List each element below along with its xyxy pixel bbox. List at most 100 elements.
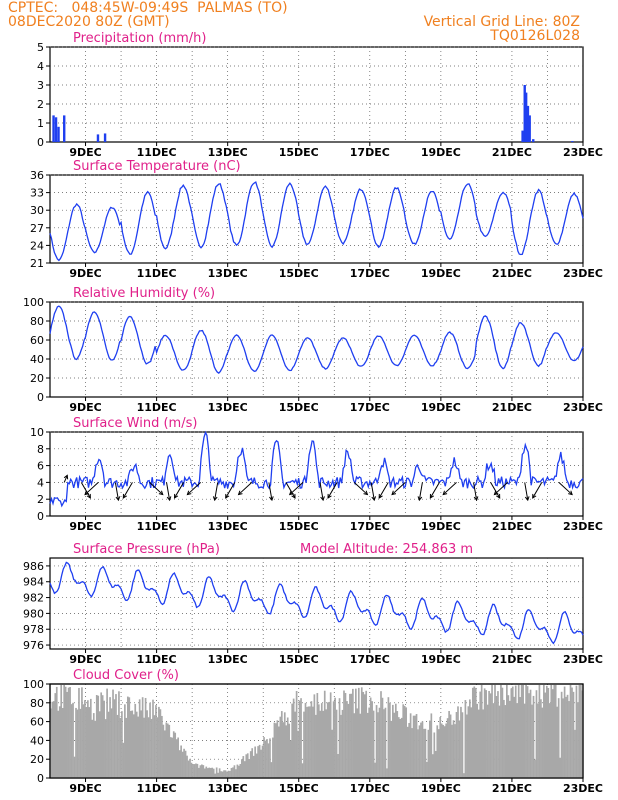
cloud-bar	[449, 714, 452, 778]
wind-ytick-label: 4	[37, 476, 44, 489]
cloud-bar	[58, 706, 61, 778]
wind-arrow	[378, 482, 389, 499]
wind-arrowhead	[417, 496, 423, 502]
wind-arrow	[149, 482, 164, 495]
cloud-bar	[403, 705, 406, 778]
cloud-bar	[392, 704, 394, 778]
cloud-bar	[369, 697, 372, 778]
cloud-xtick-label: 19DEC	[421, 782, 461, 795]
cloud-bar	[260, 749, 262, 778]
cloud-bar	[460, 706, 462, 778]
cloud-bar	[288, 723, 291, 778]
cloud-bar	[146, 710, 148, 778]
wind-arrowhead	[391, 490, 397, 496]
cloud-bar	[538, 684, 541, 778]
cloud-bar	[84, 700, 86, 778]
rh-xtick-label: 13DEC	[208, 401, 248, 414]
wind-arrowhead	[532, 493, 537, 499]
cloud-bar	[85, 706, 88, 778]
cloud-bar	[387, 697, 390, 778]
cloud-bar	[332, 701, 335, 778]
precip-xtick-label: 9DEC	[69, 146, 101, 159]
wind-line	[49, 430, 584, 508]
wind-arrowhead	[115, 496, 121, 502]
cloud-bar	[129, 710, 132, 778]
cloud-bar	[519, 697, 522, 778]
cloud-bar	[501, 687, 504, 778]
cloud-bar	[78, 687, 80, 778]
cloud-bar	[202, 765, 205, 778]
pressure-line	[49, 561, 584, 645]
cloud-bar	[545, 685, 548, 778]
cloud-bar	[344, 692, 347, 778]
cloud-bar	[89, 698, 92, 778]
cloud-bar	[414, 715, 416, 778]
wind-arrowhead	[442, 490, 448, 496]
cloud-bar	[320, 703, 323, 778]
pres-ytick-label: 984	[23, 576, 44, 589]
cloud-bar	[51, 701, 54, 778]
cloud-bar	[300, 698, 302, 778]
wind-arrow	[370, 482, 375, 501]
cloud-bar	[57, 710, 60, 778]
wind-arrow	[225, 482, 236, 499]
cloud-bar	[267, 743, 270, 778]
wind-arrow	[289, 482, 304, 495]
cloud-bar	[335, 709, 338, 778]
cloud-bar	[313, 694, 316, 778]
cloud-bar	[121, 711, 123, 778]
cloud-bar	[63, 684, 66, 778]
cloud-bar	[497, 691, 499, 778]
cloud-bar	[543, 684, 545, 778]
cloud-bar	[577, 702, 579, 778]
cloud-bar	[440, 723, 443, 778]
cloud-bar	[104, 719, 107, 778]
precip-bar	[96, 134, 100, 142]
wind-arrowhead	[63, 474, 69, 480]
cloud-bar	[371, 701, 373, 778]
cloud-bar	[421, 721, 424, 778]
cloud-bar	[340, 714, 342, 778]
cloud-bar	[297, 730, 299, 778]
cloud-bar	[52, 701, 55, 778]
cloud-bar	[417, 729, 419, 778]
cloud-bar	[303, 711, 305, 778]
cloud-bar	[426, 761, 428, 778]
precip-ytick-label: 4	[37, 60, 44, 73]
cloud-bar	[506, 684, 508, 778]
cloud-bar	[236, 764, 239, 778]
cloud-bar	[448, 710, 450, 778]
cloud-bar	[540, 699, 542, 778]
cloud-bar	[254, 746, 256, 778]
wind-arrowhead	[86, 493, 91, 499]
cloud-bar	[153, 715, 156, 778]
cloud-bar	[109, 697, 111, 778]
cloud-bar	[230, 767, 233, 778]
cloud-bar	[483, 688, 486, 778]
cloud-bar	[386, 768, 388, 778]
wind-arrow	[63, 475, 68, 483]
cloud-bar	[503, 699, 505, 778]
cloud-bar	[572, 691, 575, 778]
cloud-bar	[132, 714, 135, 778]
precip-ytick-label: 1	[37, 117, 44, 130]
cloud-bar	[263, 737, 265, 778]
pres-ytick-label: 986	[23, 560, 44, 573]
cloud-bar	[383, 709, 385, 778]
cloud-bar	[183, 748, 185, 778]
rh-xtick-label: 9DEC	[69, 401, 101, 414]
cloud-bar	[161, 715, 163, 778]
cloud-bar	[101, 695, 104, 778]
cloud-bar	[498, 705, 501, 778]
cloud-bar	[54, 693, 57, 778]
wind-arrow	[494, 482, 509, 495]
cloud-bar	[174, 732, 177, 778]
cloud-bar	[295, 690, 298, 778]
cloud-bar	[400, 717, 403, 778]
cloud-bar	[405, 707, 408, 778]
cloud-bar	[362, 691, 365, 778]
cloud-bar	[208, 767, 211, 778]
cloud-bar	[569, 684, 572, 778]
cloud-bar	[240, 759, 243, 778]
pres-ytick-label: 978	[23, 623, 44, 636]
